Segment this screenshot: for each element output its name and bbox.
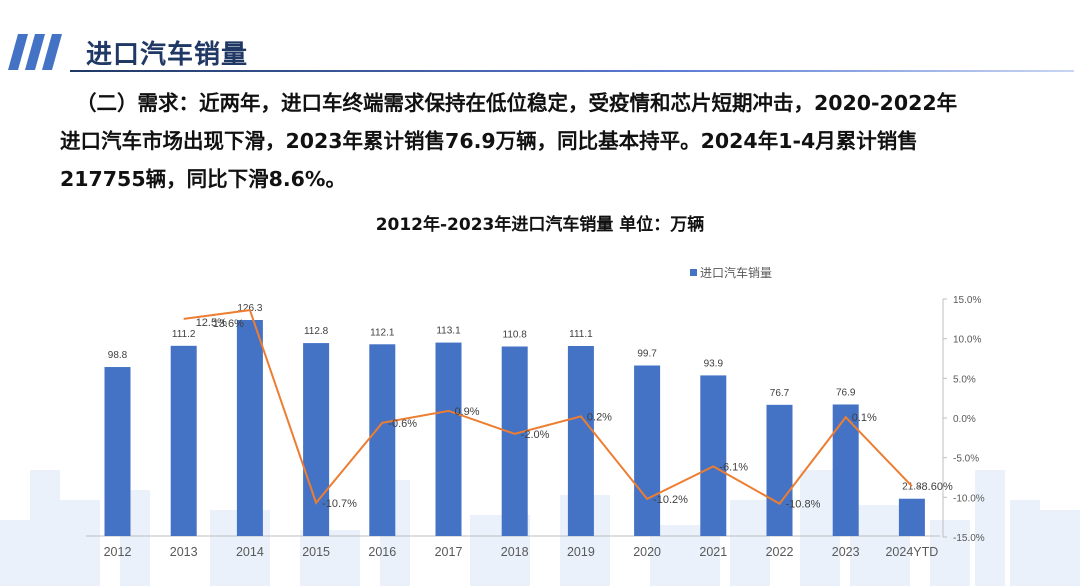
growth-line bbox=[183, 309, 913, 505]
paragraph-line-1: （二）需求：近两年，进口车终端需求保持在低位稳定，受疫情和芯片短期冲击，2020… bbox=[76, 91, 958, 115]
demand-paragraph: （二）需求：近两年，进口车终端需求保持在低位稳定，受疫情和芯片短期冲击，2020… bbox=[60, 84, 1050, 198]
chart-title: 2012年-2023年进口汽车销量 单位：万辆 bbox=[375, 215, 705, 235]
right-axis-tick-label: 15.0% bbox=[953, 295, 981, 306]
x-tick-label: 2021 bbox=[699, 545, 727, 559]
bar-value-label: 111.2 bbox=[172, 329, 196, 340]
skyline-block bbox=[300, 530, 360, 586]
bar bbox=[435, 342, 462, 536]
growth-rate-label: 13.6% bbox=[213, 318, 244, 330]
growth-rate-label: 0.2% bbox=[587, 411, 612, 423]
header-underline bbox=[70, 70, 1074, 72]
right-axis-tick-label: 0.0% bbox=[953, 414, 976, 425]
x-tick-label: 2024YTD bbox=[885, 545, 938, 559]
x-tick-label: 2018 bbox=[501, 545, 529, 559]
bar-value-label: 98.8 bbox=[108, 350, 128, 361]
bar-value-label: 76.9 bbox=[836, 387, 856, 398]
bar bbox=[700, 375, 727, 536]
bar-value-label: 112.1 bbox=[370, 327, 395, 338]
bar-value-label: 99.7 bbox=[637, 348, 657, 359]
x-tick-label: 2022 bbox=[766, 545, 794, 559]
right-axis-tick-label: -15.0% bbox=[953, 533, 985, 544]
growth-rate-label: -8.60% bbox=[918, 481, 953, 493]
bar bbox=[170, 345, 197, 536]
bar bbox=[634, 365, 661, 536]
right-axis-tick-label: 10.0% bbox=[953, 335, 981, 346]
x-tick-label: 2019 bbox=[567, 545, 595, 559]
bar bbox=[369, 344, 396, 536]
sales-chart: 15.0% 10.0% 5.0% 0.0% -5.0% -10.0% -15.0% 98.8 2… bbox=[86, 295, 985, 559]
skyline-block bbox=[60, 500, 100, 586]
bar bbox=[567, 345, 594, 536]
growth-rate-label: -10.8% bbox=[786, 499, 821, 511]
growth-rate-label: 0.9% bbox=[455, 406, 480, 418]
growth-rate-label: -10.2% bbox=[653, 494, 688, 506]
page-header: 进口汽车销量 bbox=[0, 18, 1080, 78]
right-axis-tick-label: 5.0% bbox=[953, 374, 976, 385]
bar-value-label: 111.1 bbox=[569, 329, 593, 340]
x-tick-label: 2013 bbox=[170, 545, 198, 559]
legend-label: 进口汽车销量 bbox=[700, 266, 773, 280]
growth-rate-label: -10.7% bbox=[322, 498, 357, 510]
skyline-block bbox=[1010, 500, 1040, 586]
bar-value-label: 76.7 bbox=[770, 388, 790, 399]
chart-legend: 进口汽车销量 bbox=[690, 264, 772, 281]
bar-value-label: 21.8 bbox=[902, 482, 922, 493]
x-tick-label: 2014 bbox=[236, 545, 264, 559]
bar bbox=[898, 498, 925, 536]
x-tick-label: 2020 bbox=[633, 545, 661, 559]
bar-value-label: 110.8 bbox=[503, 330, 528, 341]
growth-rate-label: -2.0% bbox=[521, 429, 550, 441]
x-tick-label: 2016 bbox=[368, 545, 396, 559]
bar bbox=[104, 367, 131, 536]
growth-rate-label: 12.5% bbox=[196, 317, 227, 329]
growth-rate-label: -6.1% bbox=[719, 461, 748, 473]
bar bbox=[236, 320, 263, 536]
legend-swatch bbox=[690, 269, 697, 276]
x-tick-label: 2017 bbox=[435, 545, 463, 559]
bar-value-label: 113.1 bbox=[436, 326, 461, 337]
x-tick-label: 2023 bbox=[832, 545, 860, 559]
page-title: 进口汽车销量 bbox=[86, 40, 249, 70]
right-axis-tick-label: -10.0% bbox=[953, 493, 985, 504]
growth-rate-label: -0.6% bbox=[388, 418, 417, 430]
paragraph-line-3: 217755辆，同比下滑8.6%。 bbox=[60, 167, 346, 191]
bar-value-label: 93.9 bbox=[704, 358, 724, 369]
x-tick-label: 2015 bbox=[302, 545, 330, 559]
skyline-block bbox=[1040, 510, 1080, 586]
skyline-block bbox=[975, 470, 1005, 586]
bar bbox=[501, 346, 528, 536]
growth-rate-label: 0.1% bbox=[852, 412, 877, 424]
bar bbox=[766, 404, 793, 536]
skyline-block bbox=[30, 470, 60, 586]
right-axis-tick-label: -5.0% bbox=[953, 454, 979, 465]
paragraph-line-2: 进口汽车市场出现下滑，2023年累计销售76.9万辆，同比基本持平。2024年1… bbox=[60, 129, 918, 153]
stripes-icon bbox=[8, 34, 62, 70]
skyline-block bbox=[930, 520, 970, 586]
bar-value-label: 126.3 bbox=[237, 303, 262, 314]
x-tick-label: 2012 bbox=[104, 545, 132, 559]
bar-value-label: 112.8 bbox=[304, 326, 329, 337]
skyline-block bbox=[730, 500, 770, 586]
